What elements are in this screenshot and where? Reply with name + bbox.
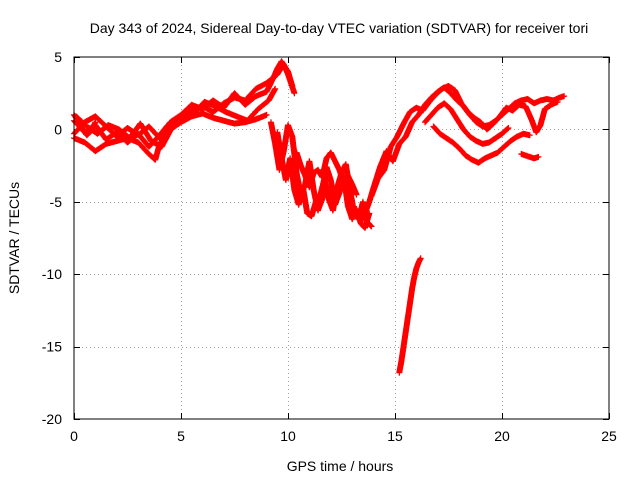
axis-ticks: 0 5 10 15 20 25 5 0 -5 -10 -15 -20 xyxy=(42,49,617,444)
y-tick-label: -20 xyxy=(42,411,62,427)
data-series-track-10 xyxy=(430,123,533,166)
y-tick-label: -15 xyxy=(42,339,62,355)
y-axis-label: SDTVAR / TECUs xyxy=(6,182,22,294)
data-series-track-12 xyxy=(518,151,542,162)
x-tick-label: 5 xyxy=(177,428,185,444)
plus-markers xyxy=(518,151,542,162)
y-tick-label: 0 xyxy=(54,121,62,137)
x-axis-label: GPS time / hours xyxy=(287,458,394,474)
plus-markers xyxy=(267,119,373,231)
data-series-track-13 xyxy=(396,255,424,376)
data-series-track-9 xyxy=(368,83,561,199)
plus-markers xyxy=(293,149,360,198)
plus-markers xyxy=(430,123,533,166)
data-series-track-11 xyxy=(422,100,512,147)
data-series-track-7 xyxy=(293,149,360,198)
x-tick-label: 15 xyxy=(387,428,403,444)
y-tick-label: -10 xyxy=(42,266,62,282)
plus-markers xyxy=(274,129,375,230)
y-tick-label: -5 xyxy=(50,194,63,210)
plus-markers xyxy=(422,100,512,147)
data-series-track-5 xyxy=(267,119,373,231)
data-markers xyxy=(71,58,568,376)
chart-title: Day 343 of 2024, Sidereal Day-to-day VTE… xyxy=(90,20,589,36)
plus-markers xyxy=(396,255,424,376)
x-tick-label: 20 xyxy=(494,428,510,444)
x-tick-label: 25 xyxy=(601,428,617,444)
plot-frame xyxy=(73,56,610,420)
y-tick-label: 5 xyxy=(54,49,62,65)
data-series-track-6 xyxy=(274,129,375,230)
x-tick-label: 0 xyxy=(70,428,78,444)
plus-markers xyxy=(368,83,561,199)
x-tick-label: 10 xyxy=(280,428,296,444)
